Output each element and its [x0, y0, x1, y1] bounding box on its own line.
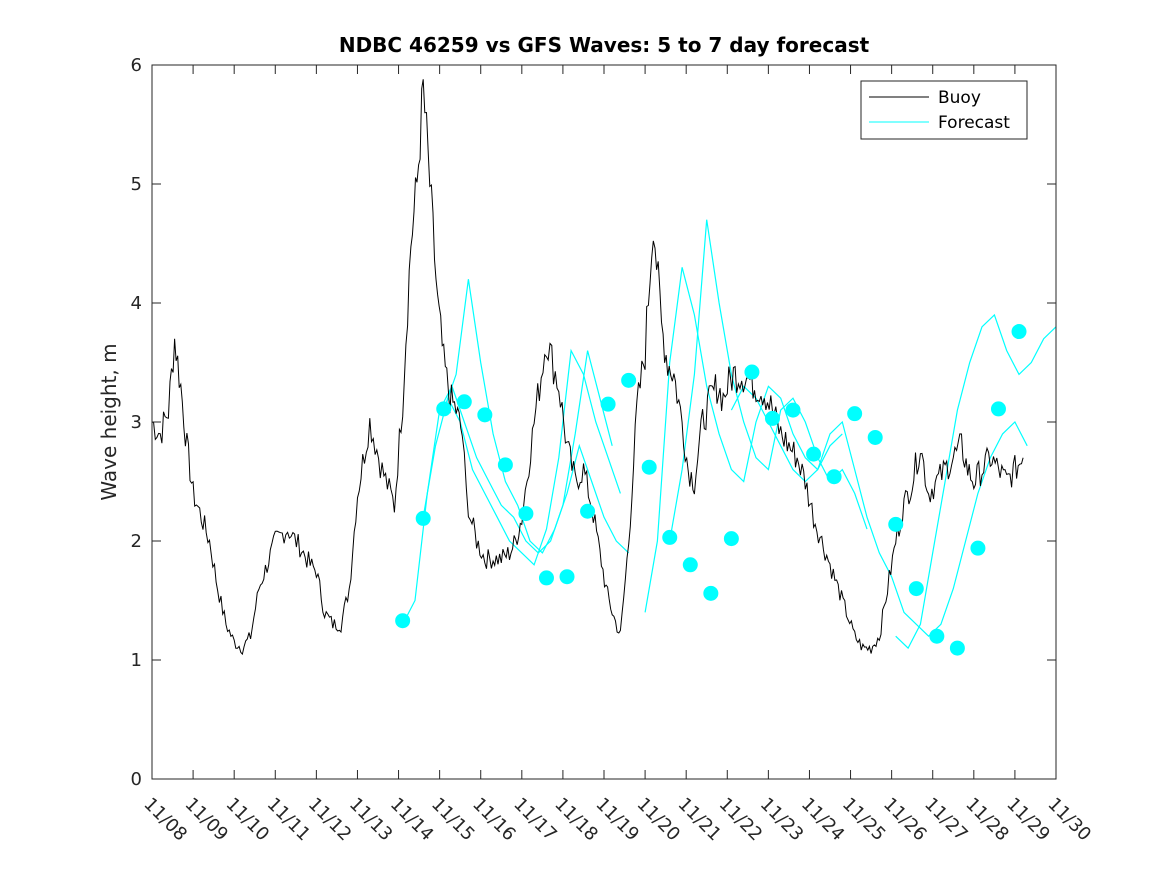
forecast-marker — [415, 510, 431, 526]
y-tick-label: 0 — [131, 769, 142, 790]
plot-area — [151, 79, 1057, 656]
forecast-marker — [744, 364, 760, 380]
forecast-line — [730, 385, 1028, 638]
forecast-marker — [929, 628, 945, 644]
y-tick-label: 3 — [131, 412, 142, 433]
forecast-marker — [559, 569, 575, 585]
forecast-marker — [600, 396, 616, 412]
forecast-marker — [395, 613, 411, 629]
forecast-marker — [867, 429, 883, 445]
forecast-marker — [580, 503, 596, 519]
forecast-marker — [436, 401, 452, 417]
y-tick-label: 1 — [131, 650, 142, 671]
forecast-marker — [785, 402, 801, 418]
legend-buoy-label: Buoy — [938, 88, 981, 108]
forecast-marker — [970, 540, 986, 556]
y-tick-label: 4 — [131, 293, 142, 314]
forecast-marker — [764, 410, 780, 426]
forecast-line — [402, 350, 613, 625]
forecast-marker — [682, 557, 698, 573]
forecast-marker — [641, 459, 657, 475]
forecast-marker — [1011, 324, 1027, 340]
forecast-marker — [990, 401, 1006, 417]
y-tick-label: 2 — [131, 531, 142, 552]
forecast-marker — [847, 406, 863, 422]
forecast-line — [422, 348, 621, 566]
forecast-marker — [888, 516, 904, 532]
forecast-marker — [477, 407, 493, 423]
forecast-marker — [518, 506, 534, 522]
forecast-marker — [662, 529, 678, 545]
y-tick-label: 5 — [131, 174, 142, 195]
forecast-marker — [621, 372, 637, 388]
forecast-line — [895, 313, 1057, 650]
chart-title: NDBC 46259 vs GFS Waves: 5 to 7 day fore… — [339, 33, 870, 57]
forecast-marker — [723, 531, 739, 547]
forecast-marker — [538, 570, 554, 586]
y-axis-label: Wave height, m — [97, 343, 121, 500]
forecast-marker — [908, 581, 924, 597]
legend-forecast-label: Forecast — [938, 113, 1010, 133]
forecast-marker — [703, 585, 719, 601]
forecast-line — [644, 267, 843, 613]
forecast-marker — [949, 640, 965, 656]
y-tick-label: 6 — [131, 55, 142, 76]
forecast-marker — [497, 457, 513, 473]
forecast-marker — [826, 469, 842, 485]
forecast-marker — [806, 446, 822, 462]
legend-box — [860, 80, 1028, 140]
forecast-line — [443, 279, 630, 554]
forecast-marker — [456, 394, 472, 410]
legend: Buoy Forecast — [860, 80, 1028, 140]
